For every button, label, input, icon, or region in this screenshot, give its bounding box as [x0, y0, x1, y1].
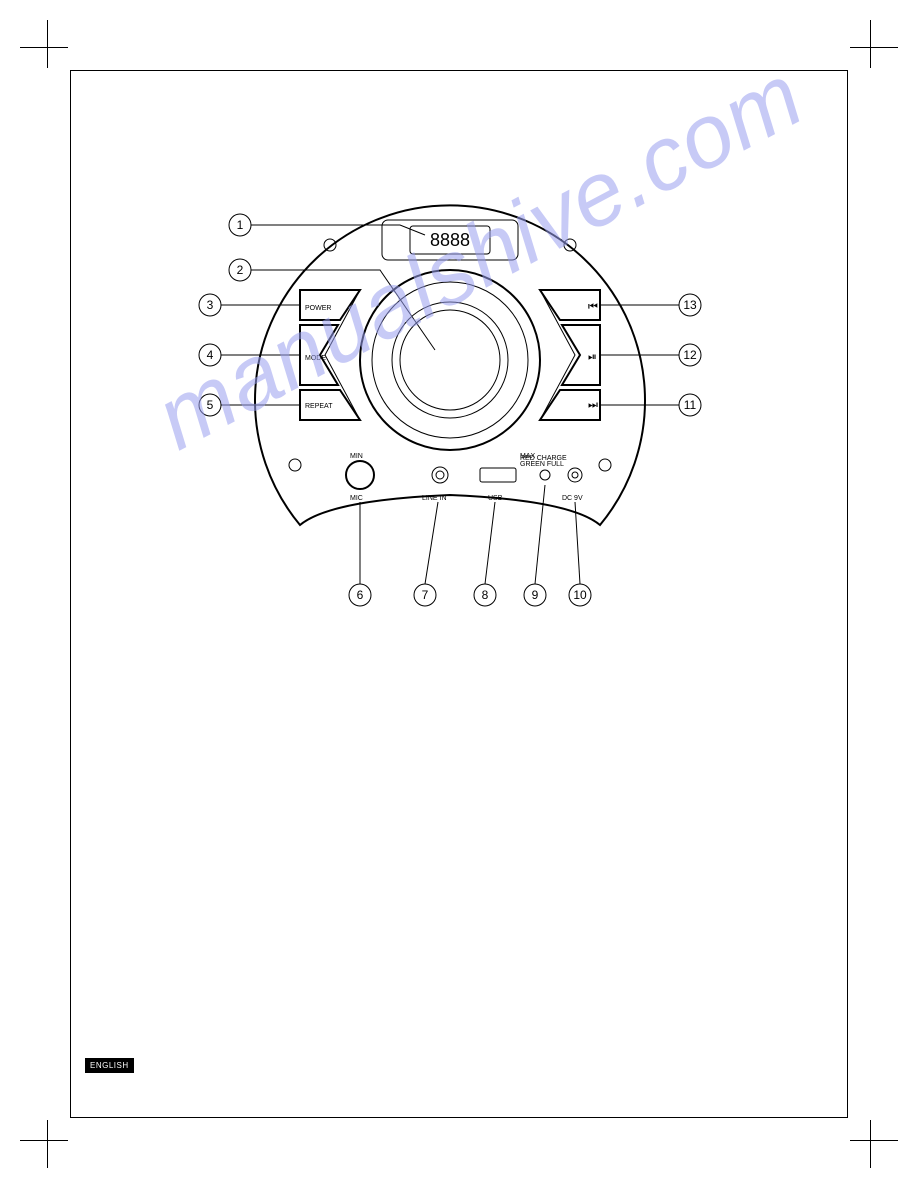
- callout-line: [425, 502, 438, 584]
- callout-13-num: 13: [683, 298, 697, 312]
- play-icon: ⏯: [588, 351, 597, 363]
- knob-ring: [372, 282, 528, 438]
- screw-icon: [324, 239, 336, 251]
- dc-jack: [568, 468, 582, 482]
- callout-10-num: 10: [573, 588, 587, 602]
- next-icon: ⏭: [588, 399, 598, 411]
- callout-11-num: 11: [684, 398, 697, 412]
- screw-icon: [599, 459, 611, 471]
- callout-9-num: 9: [532, 588, 539, 602]
- charge-led: [540, 470, 550, 480]
- language-tab: ENGLISH: [85, 1058, 134, 1073]
- usb-label: USB: [488, 495, 503, 502]
- crop-mark: [850, 47, 898, 48]
- repeat-label: REPEAT: [305, 403, 333, 410]
- callout-8-num: 8: [482, 588, 489, 602]
- crop-mark: [870, 20, 871, 68]
- dc-label: DC 9V: [562, 495, 583, 502]
- knob-ring: [392, 302, 508, 418]
- screw-icon: [564, 239, 576, 251]
- crop-mark: [20, 47, 68, 48]
- callout-line: [535, 485, 545, 584]
- line-in-label: LINE IN: [422, 495, 447, 502]
- callout-line: [251, 270, 435, 350]
- callout-line: [251, 225, 425, 235]
- crop-mark: [47, 1120, 48, 1168]
- line-in-jack-inner: [436, 471, 444, 479]
- knob-min-label: MIN: [350, 453, 363, 460]
- screw-icon: [289, 459, 301, 471]
- display-text: 8888: [430, 230, 470, 250]
- mic-label: MIC: [350, 495, 363, 502]
- prev-icon: ⏮: [588, 301, 598, 313]
- callout-7-num: 7: [422, 588, 429, 602]
- crop-mark: [850, 1140, 898, 1141]
- callout-line: [485, 502, 495, 584]
- crop-mark: [47, 20, 48, 68]
- callout-6-num: 6: [357, 588, 364, 602]
- callout-5-num: 5: [207, 398, 214, 412]
- knob-outer: [360, 270, 540, 450]
- line-in-jack: [432, 467, 448, 483]
- callout-4-num: 4: [207, 348, 214, 362]
- mic-jack: [346, 461, 374, 489]
- chevron-icon: [540, 290, 575, 420]
- dc-jack-inner: [572, 472, 578, 478]
- mode-label: MODE: [305, 355, 326, 362]
- device-diagram: 8888 MIN MAX POWER MODE REPEAT ⏮ ⏯ ⏭ MIC…: [150, 150, 750, 650]
- charge-label2: GREEN FULL: [520, 461, 564, 468]
- knob-face: [400, 310, 500, 410]
- usb-port: [480, 468, 516, 482]
- callout-12-num: 12: [683, 348, 697, 362]
- callout-2-num: 2: [237, 263, 244, 277]
- crop-mark: [870, 1120, 871, 1168]
- crop-mark: [20, 1140, 68, 1141]
- callout-1-num: 1: [237, 218, 244, 232]
- power-label: POWER: [305, 305, 331, 312]
- device-body: [255, 205, 645, 525]
- callout-3-num: 3: [207, 298, 214, 312]
